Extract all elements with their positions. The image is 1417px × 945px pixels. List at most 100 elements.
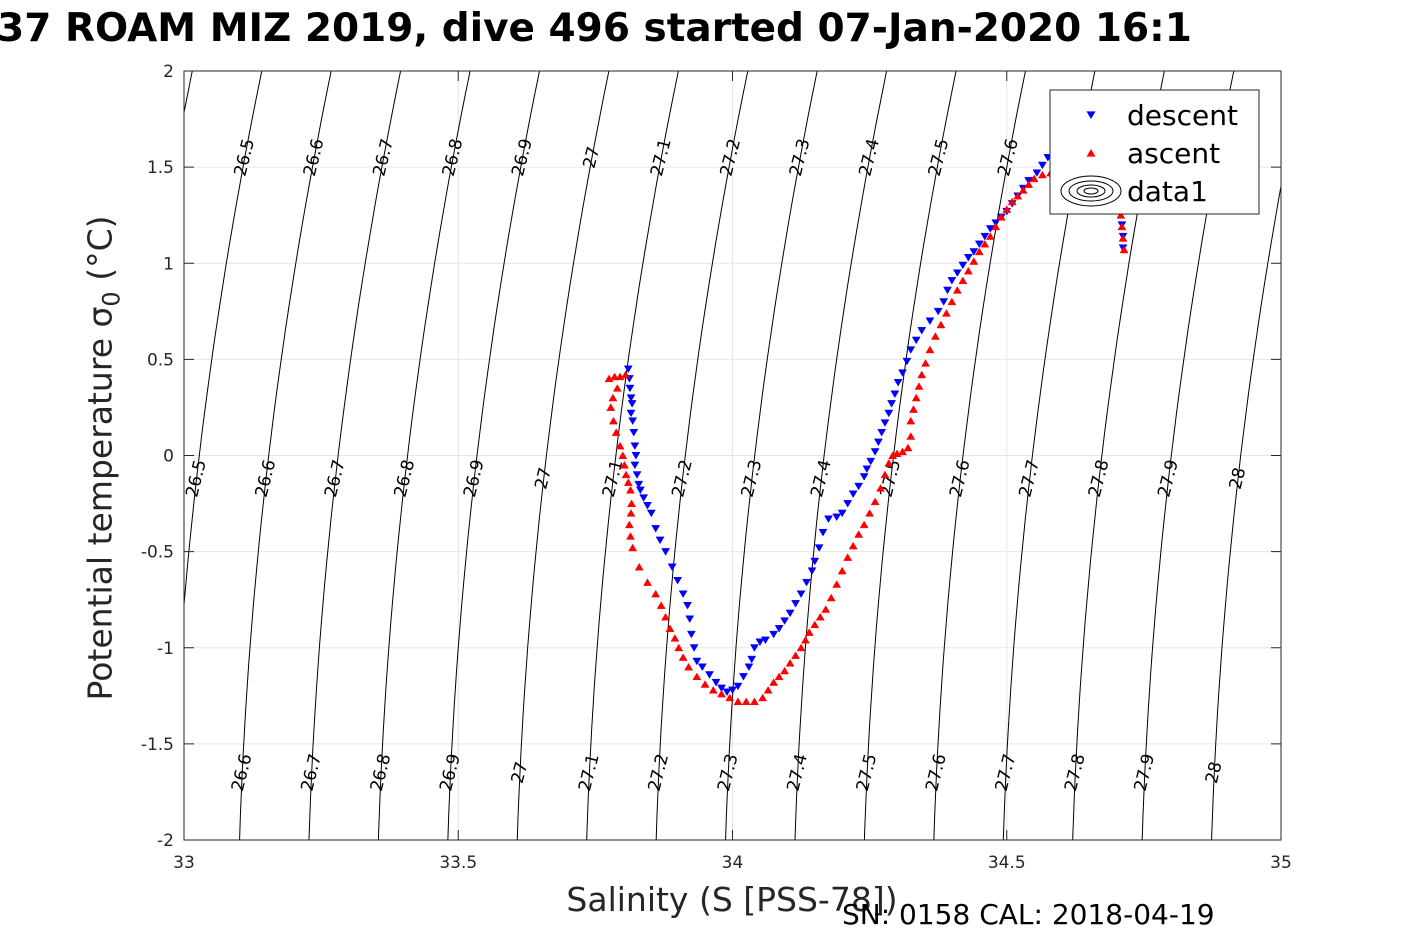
descent-point — [643, 502, 652, 510]
descent-point — [755, 638, 765, 647]
ascent-point — [651, 589, 661, 598]
isopycnal-line — [447, 71, 541, 840]
x-axis-label: Salinity (S [PSS-78]) — [566, 880, 898, 919]
ascent-point — [991, 222, 1001, 231]
descent-point — [832, 513, 842, 522]
legend-box — [1049, 89, 1260, 215]
x-tick: 33 — [173, 71, 195, 873]
descent-point — [898, 369, 907, 377]
ascent-point — [611, 428, 621, 436]
legend-label-descent: descent — [1127, 99, 1238, 132]
ascent-point — [921, 359, 931, 367]
isopycnal-lines — [184, 71, 1281, 840]
ascent-point — [969, 257, 979, 265]
descent-point — [925, 317, 935, 326]
y-tick-label: -2 — [157, 831, 174, 851]
ascent-point — [911, 393, 921, 402]
descent-point — [791, 600, 801, 608]
isopycnal-line — [725, 71, 818, 840]
descent-point — [870, 448, 880, 456]
descent-point — [974, 240, 984, 249]
ascent-point — [996, 213, 1006, 221]
descent-point — [911, 336, 921, 345]
descent-point — [722, 688, 732, 697]
descent-point — [848, 490, 858, 499]
descent-point — [796, 590, 806, 599]
descent-point — [939, 298, 949, 306]
ascent-point — [843, 553, 853, 561]
calibration-footer: SN: 0158 CAL: 2018-04-19 — [842, 898, 1215, 931]
y-tick: 2 — [163, 62, 1281, 82]
legend-contour-icon — [1060, 175, 1122, 207]
isopycnal-line — [377, 71, 471, 840]
descent-point — [625, 384, 635, 393]
descent-point — [814, 544, 824, 552]
ascent-point — [643, 578, 652, 586]
descent-point — [854, 482, 864, 491]
ascent-point — [906, 416, 916, 425]
descent-point — [733, 682, 743, 691]
descent-point — [711, 678, 721, 687]
chart-title: 537 ROAM MIZ 2019, dive 496 started 07-J… — [0, 6, 1192, 51]
x-tick-label: 33 — [173, 853, 195, 873]
ascent-point — [947, 297, 957, 306]
ascent-point — [810, 620, 820, 629]
ascent-point — [725, 693, 735, 702]
ascent-point — [914, 382, 924, 390]
ascent-point — [963, 266, 973, 275]
ascent-point — [848, 541, 858, 550]
descent-point — [969, 248, 979, 256]
descent-point — [958, 261, 968, 270]
ascent-point — [606, 403, 616, 411]
axes: 33 33.5 34 34.5 35 -2 -1.5 -1 -0.5 0 0.5 1 1.5 2 — [141, 62, 1292, 873]
ascent-point — [750, 697, 759, 706]
ascent-point — [974, 247, 984, 256]
x-tick: 34.5 — [988, 71, 1026, 873]
isopycnal-line — [655, 71, 749, 840]
descent-point — [667, 563, 677, 572]
descent-point — [780, 617, 790, 625]
descent-point — [632, 471, 642, 479]
x-tick: 35 — [1270, 71, 1292, 873]
descent-point — [802, 578, 811, 587]
descent-point — [739, 673, 748, 681]
descent-point — [1037, 161, 1047, 170]
x-tick-label: 34 — [722, 853, 744, 873]
x-tick-label: 34.5 — [988, 853, 1026, 873]
ascent-point — [700, 680, 710, 688]
descent-point — [837, 509, 847, 518]
y-tick: -1 — [157, 639, 1281, 659]
ascent-point — [903, 443, 913, 452]
ascent-point — [624, 520, 634, 529]
ascent-point — [1118, 234, 1128, 242]
x-tick-label: 35 — [1270, 853, 1292, 873]
ascent-point — [610, 372, 620, 381]
ascent-point — [854, 530, 864, 538]
descent-point — [943, 286, 952, 295]
ascent-point — [985, 232, 995, 240]
ascent-point — [708, 685, 718, 694]
legend-descent-marker — [1086, 111, 1096, 120]
ascent-point — [733, 697, 743, 706]
descent-point — [760, 636, 770, 645]
descent-point — [686, 630, 696, 639]
ascent-point — [769, 678, 779, 686]
descent-point — [705, 671, 714, 679]
y-tick-label: 1.5 — [147, 158, 174, 178]
descent-point — [873, 438, 883, 447]
descent-point — [859, 473, 869, 481]
ascent-point — [612, 384, 622, 392]
y-tick-label: -1 — [157, 639, 174, 659]
isopycnal-line — [1280, 825, 1281, 840]
ascent-point — [941, 309, 951, 317]
descent-point — [685, 615, 695, 624]
ascent-point — [656, 601, 666, 609]
ascent-point — [1002, 205, 1012, 213]
ascent-point — [615, 441, 625, 450]
y-tick: 0 — [163, 447, 1281, 467]
legend-contour-ring — [1083, 187, 1099, 195]
y-tick-label: 0.5 — [147, 350, 174, 370]
ascent-point — [859, 520, 869, 529]
y-tick: 1 — [163, 254, 1281, 274]
y-tick: 1.5 — [147, 158, 1281, 178]
